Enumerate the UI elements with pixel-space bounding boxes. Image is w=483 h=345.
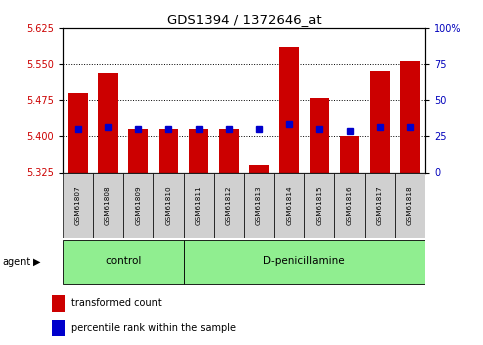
Text: percentile rank within the sample: percentile rank within the sample [71,323,236,333]
Title: GDS1394 / 1372646_at: GDS1394 / 1372646_at [167,13,321,27]
Text: control: control [105,256,142,266]
Text: GSM61807: GSM61807 [75,186,81,225]
Bar [219,129,239,172]
Text: GSM61811: GSM61811 [196,186,201,225]
Text: GSM61818: GSM61818 [407,186,413,225]
Bar [370,71,390,172]
Bar [340,136,359,172]
Text: GSM61812: GSM61812 [226,186,232,225]
Bar [68,93,88,172]
Bar [63,240,184,284]
Bar [98,73,118,172]
Bar [244,172,274,238]
Bar [365,172,395,238]
Text: GSM61813: GSM61813 [256,186,262,225]
Bar [52,320,65,336]
Bar [310,98,329,172]
Bar [334,172,365,238]
Text: GSM61814: GSM61814 [286,186,292,225]
Text: D-penicillamine: D-penicillamine [264,256,345,266]
Text: transformed count: transformed count [71,298,162,308]
Bar [154,172,184,238]
Text: ▶: ▶ [33,257,41,267]
Text: GSM61815: GSM61815 [316,186,322,225]
Bar [158,129,178,172]
Bar [128,129,148,172]
Bar [184,172,213,238]
Bar [395,172,425,238]
Text: GSM61817: GSM61817 [377,186,383,225]
Bar [123,172,154,238]
Bar [63,172,93,238]
Text: GSM61809: GSM61809 [135,186,141,225]
Bar [189,129,209,172]
Bar [279,47,299,172]
Bar [249,165,269,172]
Text: agent: agent [2,257,30,267]
Bar [304,172,334,238]
Bar [93,172,123,238]
Bar [213,172,244,238]
Bar [52,295,65,312]
Bar [400,61,420,172]
Text: GSM61808: GSM61808 [105,186,111,225]
Text: GSM61810: GSM61810 [166,186,171,225]
Bar [184,240,425,284]
Bar [274,172,304,238]
Text: GSM61816: GSM61816 [347,186,353,225]
